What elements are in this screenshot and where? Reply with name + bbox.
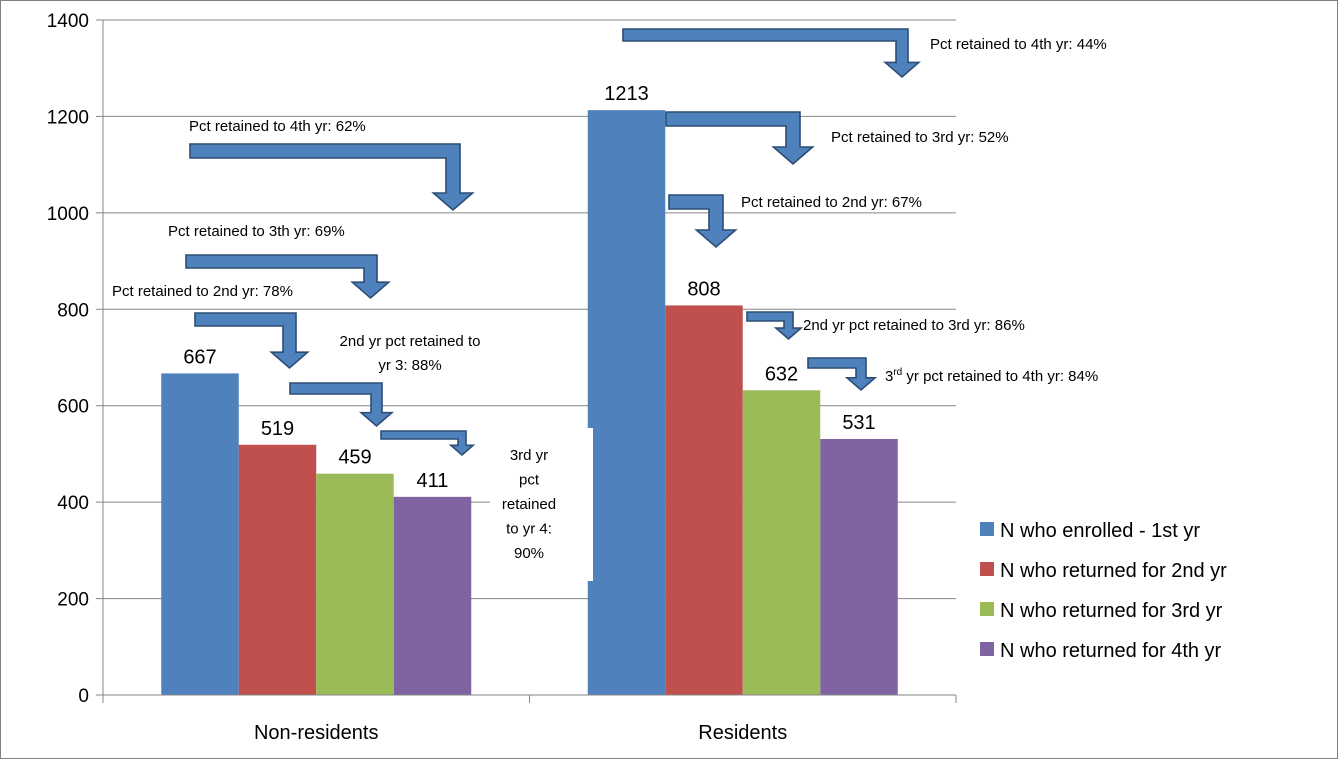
y-tick-label: 200	[57, 590, 89, 611]
data-label: 808	[687, 278, 720, 300]
bar-residents-n-who-enrolled-1st-yr	[587, 110, 666, 696]
data-label: 1213	[604, 83, 649, 105]
y-tick-label: 800	[57, 300, 89, 321]
annotation-nr-2to3: yr 3: 88%	[378, 357, 441, 374]
y-tick-label: 0	[78, 686, 89, 707]
arrow-r-3to4	[807, 357, 878, 392]
arrow-nr-2nd	[194, 312, 310, 370]
annotation-nr-3th: Pct retained to 3th yr: 69%	[168, 223, 345, 240]
bar-residents-n-who-returned-for-3rd-yr	[742, 390, 821, 695]
y-tick-label: 600	[57, 397, 89, 418]
annotation-r-4th: Pct retained to 4th yr: 44%	[930, 36, 1107, 53]
arrow-r-3rd	[665, 111, 815, 166]
x-category-label: Residents	[698, 722, 787, 744]
y-tick-label: 1200	[47, 107, 89, 128]
annotation-nr-3to4: retained	[502, 496, 556, 513]
data-label: 632	[765, 363, 798, 385]
annotation-nr-2to3: 2nd yr pct retained to	[340, 333, 481, 350]
legend-swatch-n-who-enrolled-1st-yr	[980, 522, 994, 536]
annotation-prefix: 3	[885, 368, 893, 385]
annotation-r-2to3: 2nd yr pct retained to 3rd yr: 86%	[803, 317, 1025, 334]
legend-swatch-n-who-returned-for-2nd-yr	[980, 562, 994, 576]
legend-swatch-n-who-returned-for-4th-yr	[980, 642, 994, 656]
data-label: 667	[183, 346, 216, 368]
arrow-r-2nd	[668, 194, 738, 249]
legend-label: N who returned for 3rd yr	[1000, 600, 1223, 622]
bar-residents-n-who-returned-for-2nd-yr	[665, 305, 743, 695]
annotation-nr-3to4: 90%	[514, 545, 544, 562]
arrow-nr-3to4	[380, 430, 476, 457]
legend-label: N who returned for 2nd yr	[1000, 560, 1227, 582]
annotation-r-3to4: 3rd yr pct retained to 4th yr: 84%	[885, 367, 1098, 385]
arrows	[185, 28, 921, 457]
data-label: 531	[842, 412, 875, 434]
annotation-nr-2nd: Pct retained to 2nd yr: 78%	[112, 283, 293, 300]
annotation-r-2nd: Pct retained to 2nd yr: 67%	[741, 194, 922, 211]
legend-swatch-n-who-returned-for-3rd-yr	[980, 602, 994, 616]
bar-residents-n-who-returned-for-4th-yr	[820, 438, 898, 695]
legend: N who enrolled - 1st yr N who returned fo…	[980, 520, 1227, 662]
axes: 0 200 400 600 800 1000 1200 1400 Non-residents Re…	[47, 11, 957, 744]
y-tick-label: 1400	[47, 11, 89, 32]
annotation-nr-3to4: pct	[519, 472, 540, 489]
labels: 667 1213 519 808 459 632 411 531 Pct retained to…	[112, 36, 1107, 581]
data-label: 519	[261, 418, 294, 440]
x-category-label: Non-residents	[254, 722, 379, 744]
data-label: 411	[417, 470, 449, 492]
arrow-r-2to3	[746, 311, 804, 341]
bar-non-residents-n-who-returned-for-2nd-yr	[238, 444, 317, 695]
y-tick-label: 400	[57, 493, 89, 514]
bar-non-residents-n-who-returned-for-3rd-yr	[316, 473, 394, 695]
bars	[161, 110, 898, 696]
data-label: 459	[338, 447, 371, 469]
bar-non-residents-n-who-returned-for-4th-yr	[393, 496, 472, 695]
y-tick-label: 1000	[47, 204, 89, 225]
arrow-nr-3th	[185, 254, 391, 300]
legend-label: N who returned for 4th yr	[1000, 640, 1222, 662]
annotation-backdrop	[490, 428, 593, 581]
arrow-r-4th	[622, 28, 921, 79]
arrow-nr-4th	[189, 143, 475, 212]
annotation-nr-3to4: 3rd yr	[510, 447, 548, 464]
annotation-superscript: rd	[893, 367, 902, 378]
legend-label: N who enrolled - 1st yr	[1000, 520, 1200, 542]
annotation-suffix: yr pct retained to 4th yr: 84%	[902, 368, 1098, 385]
arrow-nr-2to3	[289, 382, 395, 428]
bar-non-residents-n-who-enrolled-1st-yr	[161, 373, 239, 695]
annotation-nr-4th: Pct retained to 4th yr: 62%	[189, 118, 366, 135]
annotation-r-3rd: Pct retained to 3rd yr: 52%	[831, 129, 1009, 146]
annotation-nr-3to4: to yr 4:	[506, 521, 552, 538]
